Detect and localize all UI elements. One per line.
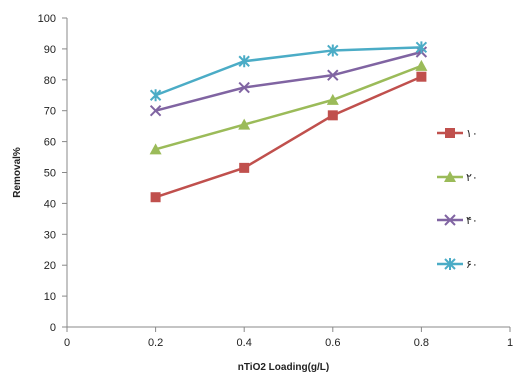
y-tick-label: 70 [44, 106, 56, 118]
x-tick-label: 0.4 [237, 337, 252, 349]
legend: ۱۰ ۲۰ ۴۰ ۶۰ [437, 128, 478, 271]
y-tick-label: 40 [44, 198, 56, 210]
data-point [150, 192, 161, 203]
legend-item: ۴۰ [437, 214, 478, 227]
y-tick-label: 30 [44, 229, 56, 241]
legend-marker [444, 258, 456, 270]
y-axis-title: Removal% [12, 147, 23, 198]
x-tick-label: 0.6 [325, 337, 340, 349]
data-point [327, 69, 339, 81]
legend-item: ۲۰ [437, 171, 478, 184]
series-line [155, 64, 422, 151]
data-point [149, 104, 162, 117]
legend-label: ۱۰ [466, 128, 478, 140]
legend-label: ۲۰ [466, 172, 478, 184]
data-point [327, 44, 339, 57]
x-tick-label: 1 [507, 337, 513, 349]
y-tick-label: 10 [44, 291, 56, 303]
data-point [327, 110, 338, 121]
legend-item: ۱۰ [437, 128, 478, 140]
legend-item: ۶۰ [437, 258, 478, 271]
x-tick-label: 0.2 [148, 337, 163, 349]
y-tick-label: 60 [44, 137, 56, 149]
series-4 [149, 41, 428, 102]
legend-marker [445, 128, 455, 138]
data-point [416, 71, 427, 82]
data-point [149, 143, 162, 155]
x-tick-label: 0.8 [414, 337, 429, 349]
series-line [155, 46, 422, 97]
legend-marker [444, 214, 456, 226]
data-point [415, 41, 428, 54]
data-point [239, 162, 250, 173]
y-tick-label: 90 [44, 44, 56, 56]
legend-marker [444, 171, 456, 182]
y-tick-label: 20 [44, 260, 56, 272]
series-line [155, 75, 422, 199]
series-line [155, 50, 422, 112]
y-tick-label: 0 [50, 322, 56, 334]
data-point [326, 93, 339, 105]
series-2 [149, 59, 428, 155]
legend-label: ۶۰ [466, 259, 478, 271]
y-tick-label: 80 [44, 75, 56, 87]
x-axis-title: nTiO2 Loading(g/L) [238, 362, 329, 373]
data-point [238, 118, 251, 130]
series-1 [150, 71, 427, 203]
y-tick-label: 50 [44, 168, 56, 180]
x-tick-label: 0 [64, 337, 70, 349]
series-layer [149, 41, 428, 203]
x-ticks: 0 0.2 0.4 0.6 0.8 1 [64, 327, 513, 349]
data-point [238, 55, 250, 68]
data-point [238, 81, 250, 94]
legend-label: ۴۰ [466, 215, 478, 227]
y-ticks: 0 10 20 30 40 50 60 70 80 90 100 [38, 13, 67, 334]
axes [66, 18, 510, 328]
y-tick-label: 100 [38, 13, 56, 25]
data-point [149, 89, 162, 102]
data-point [415, 59, 428, 71]
